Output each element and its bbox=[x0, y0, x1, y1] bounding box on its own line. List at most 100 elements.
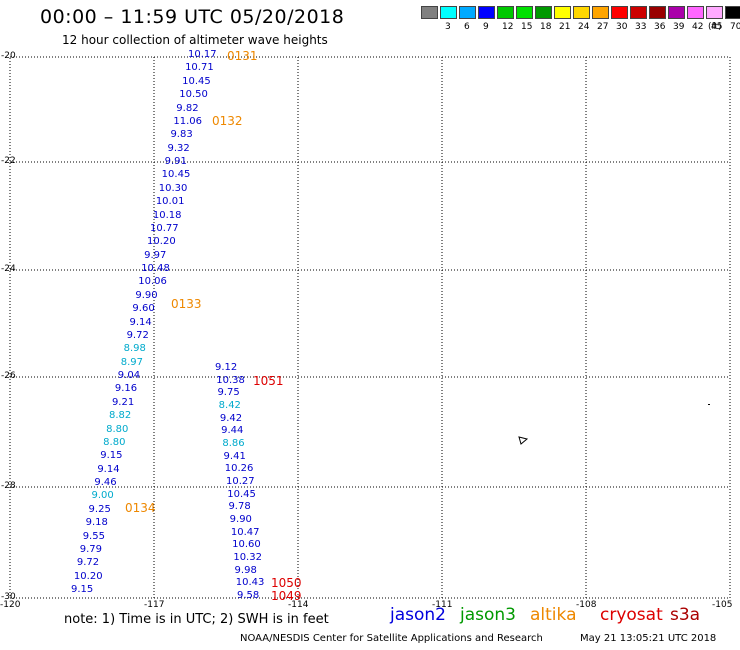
wave-height-value: 9.14 bbox=[129, 316, 152, 328]
wave-height-value: 9.42 bbox=[219, 412, 243, 424]
wave-height-value: 10.45 bbox=[182, 75, 211, 87]
wave-height-value: 9.25 bbox=[88, 503, 111, 515]
pass-number-label: 1049 bbox=[271, 589, 302, 603]
colorbar-swatch bbox=[611, 6, 628, 19]
wave-height-value: 9.14 bbox=[97, 463, 120, 475]
latitude-label: -22 bbox=[1, 156, 16, 166]
credit-text: NOAA/NESDIS Center for Satellite Applica… bbox=[240, 633, 543, 644]
wave-height-value: 9.15 bbox=[71, 584, 94, 595]
wave-height-value: 10.20 bbox=[147, 236, 176, 248]
pass-number-label: 0133 bbox=[171, 297, 202, 311]
wave-height-value: 10.60 bbox=[232, 539, 261, 551]
wave-height-value: 9.16 bbox=[114, 383, 138, 395]
latitude-label: -20 bbox=[1, 51, 16, 61]
wave-height-value: 9.83 bbox=[170, 129, 193, 141]
colorbar-label: 45 bbox=[711, 22, 723, 32]
colorbar-label: 18 bbox=[540, 22, 552, 32]
wave-height-value: 8.80 bbox=[106, 423, 129, 435]
wave-height-value: 10.71 bbox=[185, 62, 214, 74]
wave-height-value: 9.18 bbox=[85, 517, 108, 529]
colorbar-label: 36 bbox=[654, 22, 666, 32]
wave-height-value: 10.48 bbox=[141, 263, 170, 274]
wave-height-value: 9.41 bbox=[223, 450, 246, 462]
colorbar-swatch bbox=[497, 6, 514, 19]
colorbar-label: 33 bbox=[635, 22, 647, 32]
wave-height-value: 9.58 bbox=[237, 590, 260, 601]
wave-height-value: 8.97 bbox=[120, 356, 143, 368]
wave-height-value: 8.82 bbox=[109, 410, 132, 422]
wave-height-value: 10.38 bbox=[216, 374, 245, 386]
longitude-label: -105 bbox=[712, 600, 733, 610]
pass-number-label: 1051 bbox=[253, 374, 284, 388]
colorbar-swatch bbox=[516, 6, 533, 19]
colorbar-swatch bbox=[706, 6, 723, 19]
wave-height-value: 9.12 bbox=[215, 362, 238, 373]
wave-height-value: 9.60 bbox=[132, 303, 155, 315]
pass-number-label: 0134 bbox=[125, 501, 156, 515]
wave-height-value: 9.90 bbox=[229, 514, 252, 525]
wave-height-value: 10.47 bbox=[230, 526, 260, 538]
colorbar-swatch bbox=[630, 6, 647, 19]
page-subtitle: 12 hour collection of altimeter wave hei… bbox=[62, 33, 328, 47]
colorbar-label: 6 bbox=[464, 22, 470, 32]
colorbar-label: 70 bbox=[730, 22, 740, 32]
latitude-label: -26 bbox=[1, 371, 16, 381]
island-shape bbox=[518, 436, 529, 445]
timestamp-text: May 21 13:05:21 UTC 2018 bbox=[580, 633, 717, 644]
colorbar-label: 9 bbox=[483, 22, 489, 32]
page-title: 00:00 – 11:59 UTC 05/20/2018 bbox=[40, 6, 345, 28]
longitude-label: -120 bbox=[0, 600, 21, 610]
colorbar-swatch bbox=[440, 6, 457, 19]
wave-height-value: 9.55 bbox=[82, 530, 105, 542]
wave-height-value: 8.42 bbox=[218, 400, 241, 411]
wave-height-value: 10.27 bbox=[226, 476, 255, 487]
wave-height-value: 9.21 bbox=[111, 396, 135, 408]
wave-height-value: 10.06 bbox=[138, 276, 167, 288]
wave-height-value: 10.30 bbox=[158, 182, 188, 194]
islet-dot bbox=[708, 404, 710, 405]
pass-number-label: 0131 bbox=[227, 49, 258, 63]
legend-item-altika: altika bbox=[530, 605, 577, 625]
wave-height-value: 10.01 bbox=[155, 196, 185, 208]
colorbar-label: 12 bbox=[502, 22, 514, 32]
wave-height-value: 9.15 bbox=[100, 450, 123, 462]
map-border bbox=[9, 56, 731, 599]
colorbar-swatch bbox=[725, 6, 740, 19]
colorbar-swatch bbox=[668, 6, 685, 19]
wave-height-value: 10.50 bbox=[179, 89, 208, 101]
wave-height-value: 9.82 bbox=[176, 102, 199, 114]
wave-height-value: 9.78 bbox=[228, 501, 251, 513]
colorbar-label: 42 bbox=[692, 22, 704, 32]
wave-height-value: 10.45 bbox=[161, 169, 191, 181]
wave-height-value: 10.43 bbox=[235, 577, 265, 589]
wave-height-value: 10.77 bbox=[149, 222, 179, 234]
wave-height-value: 8.80 bbox=[103, 436, 126, 448]
colorbar-swatch bbox=[478, 6, 495, 19]
wave-height-value: 9.32 bbox=[167, 142, 190, 154]
wave-height-value: 10.32 bbox=[233, 552, 262, 563]
wave-height-value: 9.98 bbox=[234, 564, 257, 576]
colorbar-swatch bbox=[421, 6, 438, 19]
wave-height-value: 11.06 bbox=[173, 115, 203, 127]
wave-height-value: 9.91 bbox=[164, 156, 187, 167]
colorbar-unit: (ft) bbox=[708, 22, 722, 32]
colorbar-label: 27 bbox=[597, 22, 609, 32]
pass-number-label: 0132 bbox=[212, 114, 243, 128]
legend-item-s3a: s3a bbox=[670, 605, 701, 625]
wave-height-value: 9.97 bbox=[144, 249, 167, 261]
wave-height-value: 10.20 bbox=[73, 570, 103, 582]
longitude-label: -108 bbox=[576, 600, 597, 610]
wave-height-value: 9.79 bbox=[79, 543, 103, 555]
wave-height-value: 9.72 bbox=[76, 557, 100, 569]
colorbar-label: 39 bbox=[673, 22, 685, 32]
colorbar-label: 30 bbox=[616, 22, 628, 32]
legend-item-cryosat: cryosat bbox=[600, 605, 663, 625]
wave-height-value: 9.46 bbox=[94, 477, 117, 488]
wave-height-value: 8.86 bbox=[222, 438, 245, 449]
colorbar-swatch bbox=[592, 6, 609, 19]
colorbar-swatch bbox=[687, 6, 704, 19]
colorbar-swatch bbox=[573, 6, 590, 19]
latitude-label: -30 bbox=[1, 592, 16, 602]
wave-height-value: 10.26 bbox=[224, 463, 254, 475]
wave-height-value: 10.18 bbox=[152, 209, 182, 221]
